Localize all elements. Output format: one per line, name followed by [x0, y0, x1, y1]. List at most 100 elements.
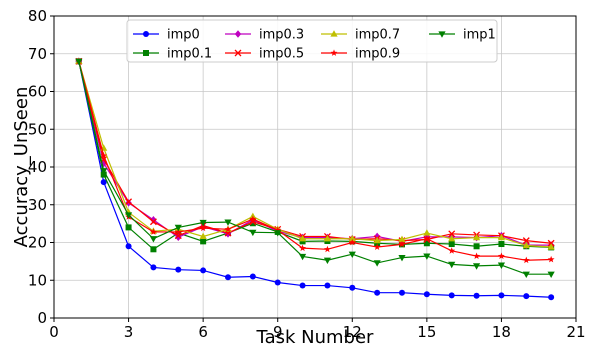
data-point — [522, 256, 530, 264]
data-point — [473, 243, 480, 250]
data-point — [199, 219, 207, 227]
data-point — [472, 233, 481, 241]
data-point — [199, 224, 207, 232]
legend-item-imp0: imp0 — [133, 28, 200, 43]
y-tick-label: 20 — [28, 234, 47, 252]
data-point — [274, 226, 282, 233]
legend-marker — [234, 49, 242, 57]
data-point — [448, 247, 456, 254]
series-line — [78, 61, 552, 261]
series-imp0.1 — [75, 58, 555, 253]
data-point — [150, 246, 157, 253]
data-point — [100, 152, 108, 159]
legend-item-imp0.3: imp0.3 — [225, 28, 304, 43]
data-point — [349, 284, 356, 291]
data-point — [522, 271, 530, 279]
legend-marker — [143, 50, 149, 56]
data-point — [174, 228, 182, 235]
data-point — [125, 198, 133, 206]
series-imp0.3 — [75, 57, 555, 249]
legend-marker — [143, 31, 149, 37]
ticks: 0 3 6 9 12 15 18 21 0 10 20 30 40 50 60 70 80 — [28, 7, 586, 341]
data-point — [299, 244, 306, 252]
data-point — [448, 261, 456, 269]
data-point — [448, 292, 455, 299]
legend-label: imp0.1 — [167, 47, 212, 62]
x-tick-label: 12 — [343, 323, 362, 341]
data-point — [423, 235, 431, 242]
data-point — [398, 235, 406, 243]
data-point — [448, 241, 455, 248]
data-point — [124, 212, 133, 219]
y-tick-label: 50 — [28, 120, 47, 138]
legend-item-imp0.9: imp0.9 — [321, 47, 400, 62]
data-point — [448, 230, 456, 238]
data-point — [149, 218, 157, 226]
legend-label: imp0.3 — [259, 28, 304, 43]
data-point — [423, 291, 430, 298]
data-point — [100, 168, 108, 175]
data-point — [399, 289, 405, 296]
data-point — [174, 232, 182, 240]
data-point — [324, 282, 331, 289]
x-tick-label: 18 — [492, 323, 511, 341]
data-point — [497, 233, 506, 241]
data-point — [298, 253, 307, 261]
data-point — [199, 232, 207, 240]
data-point — [374, 289, 381, 296]
series-imp0.5 — [75, 57, 555, 247]
x-tick-label: 3 — [124, 323, 134, 341]
legend: imp0 imp0.3 imp0.7 imp1 imp0.1 imp0.5 imp0.9 — [126, 19, 498, 63]
y-tick-label: 60 — [28, 83, 47, 101]
x-tick-label: 15 — [417, 323, 436, 341]
data-point — [373, 260, 381, 267]
data-point — [423, 253, 431, 260]
data-point — [224, 225, 232, 233]
data-point — [274, 279, 281, 286]
data-point — [100, 159, 107, 168]
data-point — [522, 241, 530, 249]
data-point — [323, 257, 332, 265]
y-tick-label: 40 — [28, 158, 47, 176]
data-point — [373, 236, 381, 244]
data-point — [200, 238, 207, 245]
data-point — [100, 179, 107, 186]
data-point — [249, 229, 257, 237]
data-point — [498, 292, 505, 299]
data-point — [348, 234, 356, 242]
data-point — [398, 240, 406, 248]
data-point — [548, 294, 555, 301]
x-tick-label: 0 — [49, 323, 59, 341]
data-point — [175, 266, 182, 273]
x-axis-label: Task Number — [256, 327, 374, 348]
data-point — [348, 251, 356, 259]
y-axis-label: Accuracy_UnSeen — [11, 87, 32, 248]
data-point — [448, 234, 456, 242]
data-point — [200, 267, 207, 274]
series-line — [78, 61, 552, 246]
data-point — [298, 234, 307, 242]
legend-label: imp0.7 — [355, 28, 400, 43]
data-point — [149, 236, 158, 243]
series-line — [78, 61, 552, 248]
data-point — [498, 241, 505, 248]
series-line — [78, 61, 552, 275]
legend-item-imp0.5: imp0.5 — [225, 47, 304, 62]
data-point — [174, 224, 182, 232]
series-imp0.7 — [75, 57, 555, 250]
y-tick-label: 30 — [28, 196, 47, 214]
data-point — [373, 243, 381, 250]
legend-marker — [330, 49, 338, 56]
data-point — [522, 237, 530, 245]
data-point — [523, 293, 530, 300]
data-point — [75, 58, 83, 66]
data-point — [472, 263, 481, 270]
legend-marker — [234, 30, 242, 38]
data-point — [150, 216, 157, 224]
series-line — [78, 61, 552, 251]
data-point — [423, 229, 431, 236]
data-point — [150, 264, 157, 271]
data-point — [249, 273, 256, 280]
data-point — [473, 252, 480, 259]
series-layer — [75, 57, 555, 301]
